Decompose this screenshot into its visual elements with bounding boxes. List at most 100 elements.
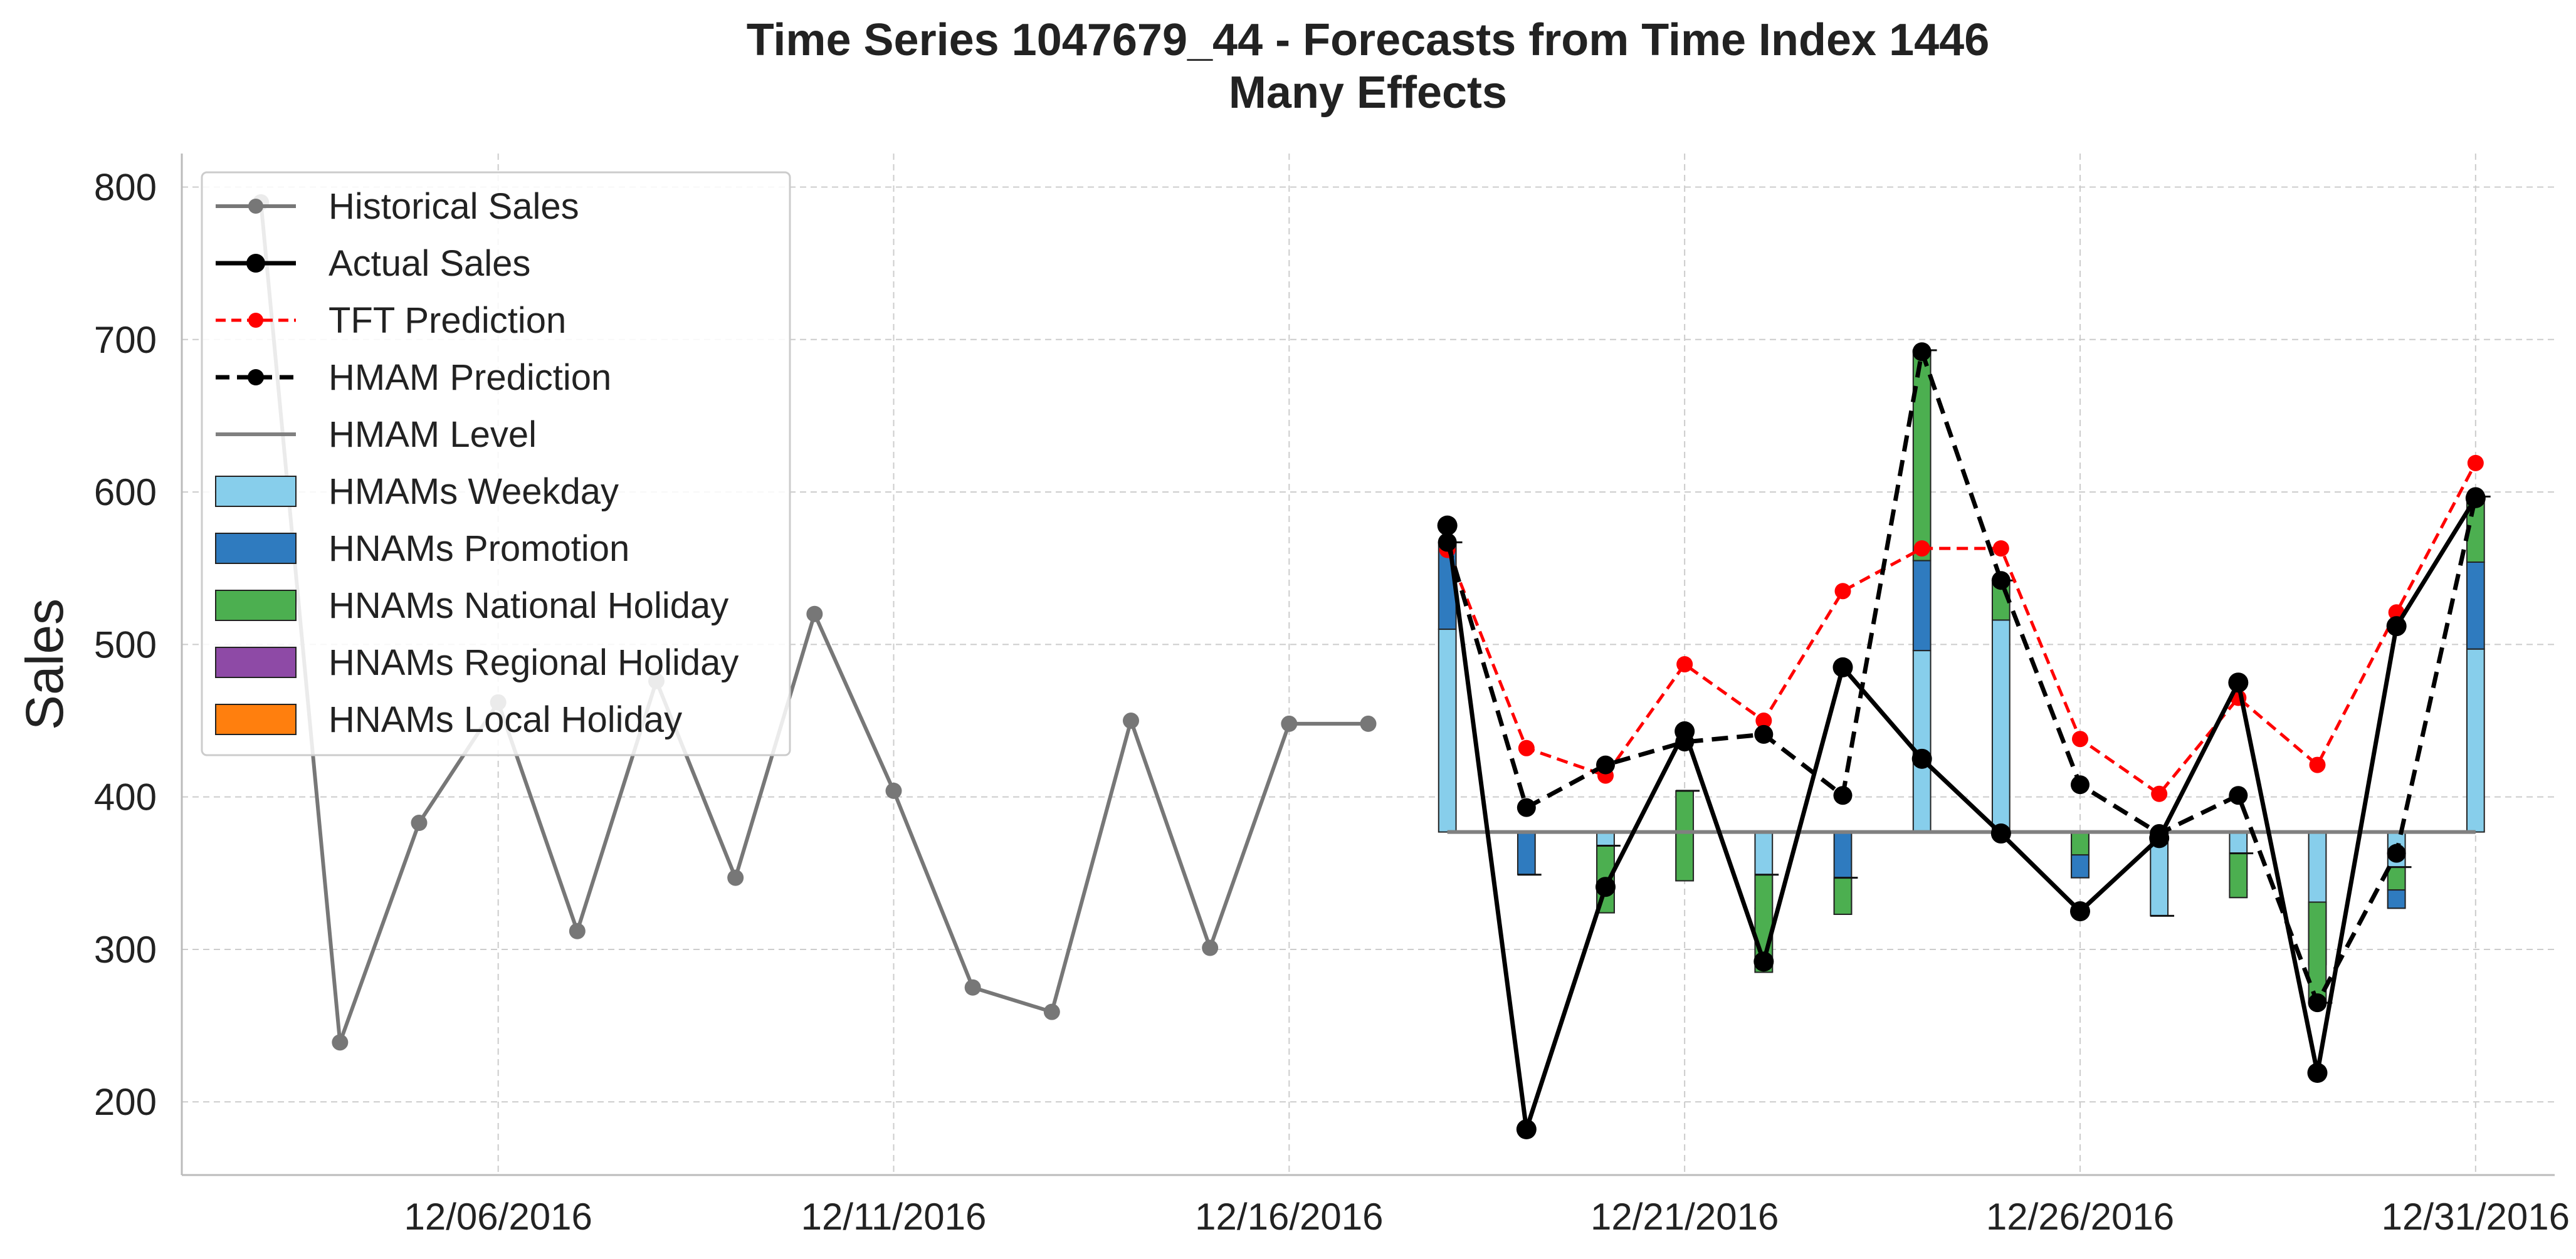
tft-prediction-line: [1446, 462, 2478, 796]
tft-prediction-point: [1676, 656, 1693, 672]
y-tick-label: 400: [94, 776, 157, 818]
axes: [181, 154, 2555, 1176]
historical-sales-point: [411, 815, 428, 832]
legend-label-hmam: HMAM Prediction: [329, 357, 611, 398]
historical-sales-point: [964, 979, 981, 996]
legend-marker-hist: [248, 199, 263, 214]
effect-bar-weekday: [1991, 619, 2011, 833]
tft-prediction-point: [1992, 540, 2009, 557]
legend-label-promotion: HNAMs Promotion: [329, 528, 629, 569]
hmam-prediction-line: [1445, 349, 2478, 1005]
legend-swatch-promotion: [215, 533, 297, 564]
actual-sales-point: [1596, 877, 1616, 897]
y-tick-label: 300: [94, 929, 157, 971]
y-axis-label: Sales: [15, 598, 74, 730]
legend-label-weekday: HMAMs Weekday: [329, 471, 619, 512]
tft-prediction-point: [1913, 540, 1930, 557]
effect-bars: [1438, 349, 2491, 1004]
y-tick-label: 800: [94, 167, 157, 209]
legend-label-national: HNAMs National Holiday: [329, 585, 728, 626]
legend: Historical Sales Actual Sales TFT Predicti…: [201, 171, 791, 756]
actual-sales-point: [2465, 488, 2486, 508]
historical-sales-point: [727, 869, 744, 886]
actual-sales-point: [1832, 657, 1853, 677]
legend-label-local: HNAMs Local Holiday: [329, 699, 682, 740]
chart-subtitle: Many Effects: [1229, 68, 1507, 118]
legend-swatch-regional: [215, 647, 297, 678]
tft-prediction-point: [2151, 785, 2168, 802]
historical-sales-point: [1281, 715, 1298, 732]
actual-sales-point: [2149, 828, 2170, 849]
historical-sales-point: [1123, 713, 1139, 729]
hmam-prediction-point: [1912, 342, 1932, 362]
legend-label-actual: Actual Sales: [329, 243, 530, 284]
y-tick-label: 700: [94, 319, 157, 361]
legend-marker-actual: [246, 254, 265, 273]
actual-sales-point: [2386, 616, 2407, 637]
x-tick-label: 12/11/2016: [801, 1196, 987, 1238]
effect-bar-promotion: [1912, 560, 1932, 652]
x-tick-label: 12/06/2016: [404, 1196, 592, 1238]
actual-sales-point: [2228, 672, 2249, 693]
hmam-prediction-point: [1833, 786, 1853, 805]
tft-prediction-point: [1834, 583, 1851, 600]
legend-label-regional: HNAMs Regional Holiday: [329, 642, 739, 683]
tft-prediction-point: [2467, 454, 2484, 471]
hmam-prediction-point: [1991, 571, 2011, 590]
hmam-prediction-point: [2229, 786, 2248, 805]
x-tick-label: 12/21/2016: [1590, 1196, 1779, 1238]
actual-sales-point: [1516, 1119, 1537, 1140]
actual-sales-point: [1674, 721, 1695, 742]
effect-bar-weekday: [2466, 648, 2485, 833]
historical-sales-point: [332, 1034, 349, 1051]
tft-prediction-point: [2072, 731, 2088, 748]
legend-label-level: HMAM Level: [329, 414, 537, 455]
effect-bar-promotion: [1517, 831, 1536, 875]
y-tick-label: 600: [94, 471, 157, 513]
effect-bar-promotion: [2071, 854, 2090, 879]
historical-sales-point: [569, 922, 586, 939]
hmam-prediction-point: [1754, 724, 1774, 744]
legend-swatch-national: [215, 590, 297, 621]
legend-label-hist: Historical Sales: [329, 186, 579, 227]
actual-sales-point: [2307, 1063, 2328, 1083]
legend-marker-hmam: [248, 369, 264, 385]
legend-swatch-weekday: [215, 476, 297, 507]
historical-sales-point: [1202, 939, 1219, 956]
historical-sales-point: [1043, 1003, 1060, 1020]
series-lines: [253, 194, 2486, 1140]
legend-swatch-local: [215, 704, 297, 735]
effect-bar-national: [2308, 901, 2327, 1004]
tick-labels: 200 300 400 500 600 700 800 12/06/2016 12/11/201…: [94, 167, 2570, 1238]
actual-sales-point: [1753, 951, 1774, 972]
tft-prediction-point: [1755, 713, 1772, 729]
hmam-prediction-point: [2071, 775, 2090, 795]
effect-bar-promotion: [2466, 562, 2485, 650]
effect-bar-national: [2387, 866, 2406, 891]
effect-bar-national: [1675, 790, 1695, 882]
effect-bar-weekday: [1438, 629, 1457, 833]
y-tick-label: 500: [94, 624, 157, 666]
hmam-prediction-point: [2308, 993, 2327, 1013]
x-tick-label: 12/26/2016: [1986, 1196, 2174, 1238]
legend-label-tft: TFT Prediction: [329, 300, 566, 341]
x-tick-label: 12/31/2016: [2382, 1196, 2570, 1238]
x-tick-label: 12/16/2016: [1195, 1196, 1383, 1238]
historical-sales-point: [885, 782, 902, 799]
chart-title: Time Series 1047679_44 - Forecasts from …: [747, 15, 1990, 65]
effect-bar-national: [1912, 349, 1932, 562]
legend-box: [201, 171, 791, 756]
hmam-prediction-point: [1596, 755, 1615, 775]
actual-sales-point: [1911, 748, 1932, 769]
actual-sales-line: [1445, 496, 2478, 1132]
effect-bar-national: [2071, 831, 2090, 856]
hmam-prediction-point: [2387, 844, 2406, 863]
historical-sales-point: [806, 605, 823, 622]
tft-prediction-point: [1518, 739, 1535, 756]
actual-sales-point: [2070, 901, 2090, 922]
hmam-prediction-point: [1517, 798, 1536, 817]
actual-sales-point: [1990, 823, 2011, 844]
effect-bar-promotion: [2387, 889, 2406, 909]
actual-sales-point: [1437, 515, 1458, 536]
